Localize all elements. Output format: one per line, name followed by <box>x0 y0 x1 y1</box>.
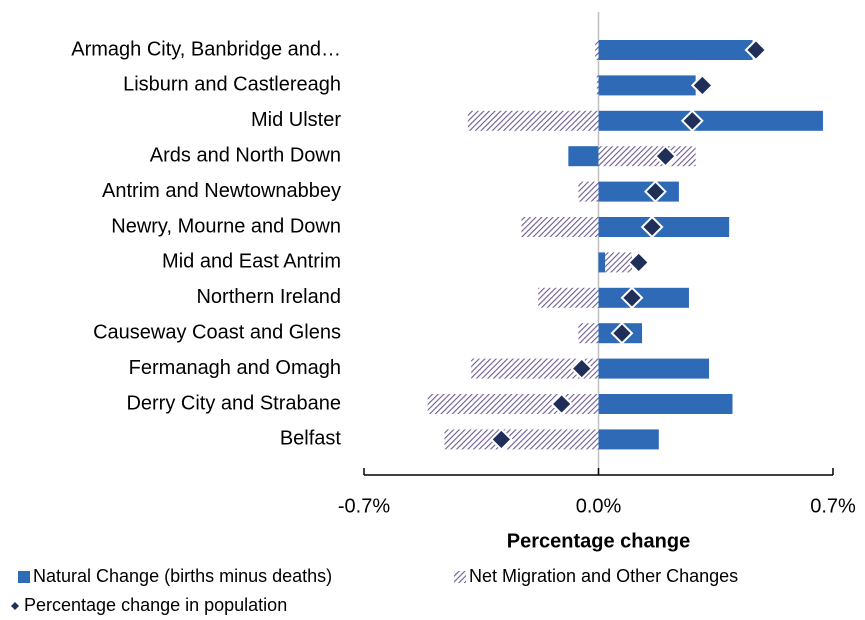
category-label: Northern Ireland <box>196 286 341 308</box>
bar <box>538 287 599 308</box>
category-label: Armagh City, Banbridge and… <box>71 38 341 60</box>
bar <box>598 146 696 167</box>
x-tick-label: 0.7% <box>810 495 856 517</box>
category-label: Lisburn and Castlereagh <box>123 74 341 96</box>
x-axis-title: Percentage change <box>507 530 690 552</box>
bar <box>598 287 689 308</box>
bar <box>444 429 599 450</box>
category-label: Derry City and Strabane <box>126 392 341 414</box>
x-tick-label: -0.7% <box>338 495 390 517</box>
bar <box>598 358 710 379</box>
diamond-marker <box>654 144 677 168</box>
category-label: Fermanagh and Omagh <box>129 357 341 379</box>
bar <box>578 181 599 202</box>
bar <box>598 40 753 60</box>
bar <box>595 40 599 60</box>
legend-swatch <box>454 571 466 583</box>
bar <box>521 217 599 237</box>
category-label: Ards and North Down <box>150 144 341 166</box>
diamond-marker <box>570 357 594 381</box>
diamond-marker <box>640 215 664 239</box>
legend-swatch <box>18 571 30 583</box>
diamond-marker <box>627 250 651 274</box>
bar <box>598 429 659 450</box>
bar <box>605 252 632 273</box>
bar <box>598 217 730 237</box>
diamond-marker <box>644 180 667 204</box>
legend-marker <box>11 602 19 610</box>
category-label: Belfast <box>280 428 342 450</box>
diamond-marker <box>550 392 574 416</box>
bar <box>598 110 823 131</box>
bar <box>471 358 599 379</box>
diamond-marker <box>489 427 513 451</box>
bar <box>578 323 599 344</box>
diamond-marker <box>610 321 634 345</box>
bar <box>467 110 599 131</box>
legend-label: Percentage change in population <box>24 595 287 615</box>
bar <box>598 394 733 414</box>
category-label: Causeway Coast and Glens <box>93 321 341 343</box>
category-label: Newry, Mourne and Down <box>111 215 341 237</box>
category-label: Mid Ulster <box>251 109 341 131</box>
diamond-marker <box>744 38 768 62</box>
bar <box>598 75 696 96</box>
bar <box>598 252 606 273</box>
diamond-marker <box>690 73 714 97</box>
diamond-marker <box>680 109 704 133</box>
bar <box>596 75 599 96</box>
diamond-marker <box>620 286 644 310</box>
category-label: Antrim and Newtownabbey <box>102 180 341 202</box>
x-tick-label: 0.0% <box>576 495 622 517</box>
category-label: Mid and East Antrim <box>162 251 341 273</box>
bar <box>568 146 599 167</box>
legend-label: Natural Change (births minus deaths) <box>33 566 332 586</box>
legend-label: Net Migration and Other Changes <box>469 566 738 586</box>
